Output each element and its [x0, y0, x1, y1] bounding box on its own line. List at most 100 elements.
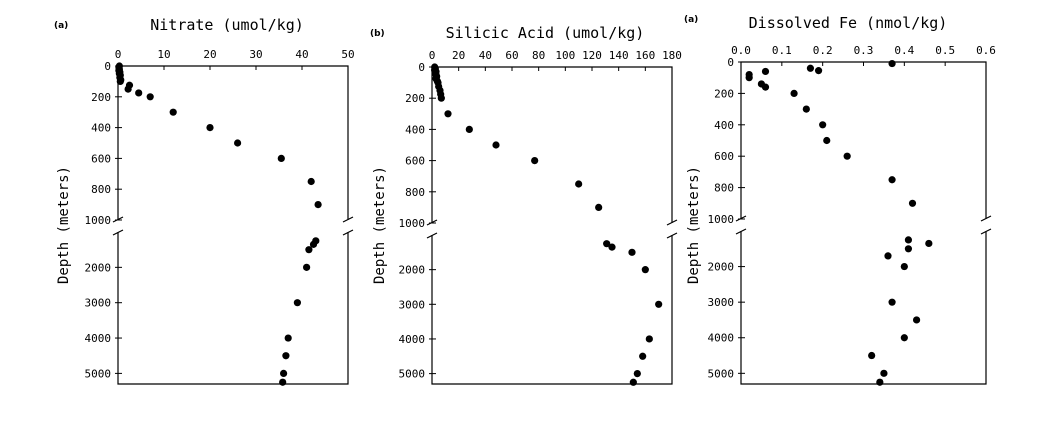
x-tick-label: 0.1 [772, 44, 792, 57]
x-tick-label: 10 [157, 48, 170, 61]
data-point [135, 89, 143, 97]
x-tick-label: 0.6 [976, 44, 996, 57]
x-tick-label: 120 [582, 49, 602, 62]
y-tick-label: 3000 [399, 298, 426, 311]
x-tick-label: 0.0 [731, 44, 751, 57]
y-tick-label: 4000 [708, 332, 735, 345]
y-tick-label: 1000 [708, 213, 735, 226]
x-tick-label: 0.3 [854, 44, 874, 57]
data-point [307, 177, 315, 186]
data-point [303, 263, 311, 271]
y-tick-label: 800 [714, 182, 734, 195]
data-point [876, 378, 884, 386]
y-tick-label: 0 [727, 56, 734, 69]
chart-panel-1: (a) Nitrate (umol/kg) Depth (meters) 0 10 20 3… [54, 16, 355, 386]
data-point [492, 141, 500, 149]
y-tick-label: 0 [104, 60, 111, 73]
data-point [880, 369, 888, 377]
data-point [595, 203, 603, 211]
x-tick-label: 0.4 [894, 44, 914, 57]
axis-break-mark [342, 229, 354, 236]
y-tick-label: 600 [405, 155, 425, 168]
y-tick-label: 400 [714, 119, 734, 132]
data-point [633, 370, 641, 378]
chart-title: Nitrate (umol/kg) [150, 16, 304, 34]
data-point [908, 199, 917, 207]
y-tick-label: 1000 [399, 217, 426, 230]
data-point [465, 125, 473, 133]
data-point [146, 93, 154, 101]
data-point [900, 262, 908, 271]
axis-break-mark [980, 228, 992, 235]
axis-break-mark [666, 232, 678, 239]
data-point [655, 300, 663, 308]
data-point [608, 243, 616, 251]
data-point [868, 351, 876, 360]
chart-panel-2: (b) Silicic Acid (umol/kg) Depth (meters) 0… [370, 24, 682, 386]
y-tick-label: 5000 [85, 367, 112, 380]
axis-break-mark [980, 215, 992, 222]
y-tick-label: 3000 [85, 297, 112, 310]
x-tick-label: 50 [341, 48, 354, 61]
data-point [280, 369, 288, 377]
x-tick-label: 20 [452, 49, 465, 62]
data-point [888, 59, 896, 68]
panel-label: (a) [54, 21, 68, 31]
chart-title: Silicic Acid (umol/kg) [446, 24, 645, 42]
data-point [575, 180, 583, 188]
data-point [888, 176, 896, 184]
data-point [531, 157, 539, 165]
data-point [761, 67, 770, 76]
data-point [645, 335, 653, 343]
y-tick-label: 400 [405, 123, 425, 136]
data-point [802, 105, 810, 113]
data-point [884, 252, 892, 260]
y-tick-label: 4000 [85, 332, 112, 345]
x-tick-label: 0 [429, 49, 436, 62]
data-point [819, 121, 827, 129]
data-point [629, 378, 637, 386]
data-point [888, 298, 896, 306]
y-tick-label: 800 [91, 183, 111, 196]
axis-break-mark [426, 232, 438, 239]
x-tick-label: 60 [505, 49, 518, 62]
x-tick-label: 140 [609, 49, 629, 62]
axis-break-mark [342, 216, 354, 223]
data-point [823, 136, 831, 145]
data-point [603, 240, 611, 248]
data-point [904, 245, 913, 253]
data-point [444, 110, 452, 118]
y-axis-label: Depth (meters) [56, 166, 72, 284]
data-point [124, 85, 132, 93]
data-point [437, 94, 445, 102]
x-tick-label: 30 [249, 48, 262, 61]
data-point [293, 299, 301, 307]
y-axis-label: Depth (meters) [686, 166, 702, 284]
y-tick-label: 600 [714, 150, 734, 163]
data-point [628, 248, 636, 256]
plot-frame-upper [431, 66, 673, 223]
x-tick-label: 160 [635, 49, 655, 62]
y-tick-label: 3000 [708, 296, 735, 309]
y-tick-label: 400 [91, 122, 111, 135]
chart-title: Dissolved Fe (nmol/kg) [749, 14, 948, 32]
data-point [116, 77, 124, 85]
data-point [305, 246, 313, 254]
data-point [234, 139, 242, 147]
plot-frame-upper [740, 61, 987, 219]
y-tick-label: 4000 [399, 333, 426, 346]
y-tick-label: 200 [714, 87, 734, 100]
y-tick-label: 2000 [85, 261, 112, 274]
x-tick-label: 180 [662, 49, 682, 62]
y-tick-label: 200 [91, 91, 111, 104]
x-tick-label: 0.5 [935, 44, 955, 57]
data-point [284, 334, 292, 342]
y-tick-label: 600 [91, 152, 111, 165]
data-point [814, 67, 823, 75]
plot-frame-lower [117, 232, 349, 385]
data-point [925, 239, 933, 248]
data-point [309, 240, 318, 248]
y-tick-label: 2000 [708, 261, 735, 274]
data-point [641, 266, 649, 274]
